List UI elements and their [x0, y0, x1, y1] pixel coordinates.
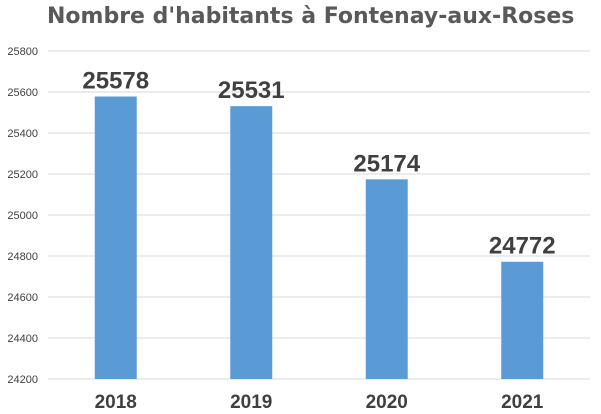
data-label-2019: 25531 [218, 77, 285, 104]
x-tick-label-2021: 2021 [501, 392, 544, 413]
bar-2020 [365, 179, 408, 379]
x-tick-label-2019: 2019 [230, 392, 272, 413]
x-tick-label-2020: 2020 [366, 392, 408, 413]
bar-2021 [501, 261, 544, 379]
y-tick-label: 24200 [7, 374, 38, 386]
y-tick-label: 25200 [7, 169, 38, 181]
y-tick-label: 24600 [7, 292, 38, 304]
x-axis-ticks: 2018 2019 2020 2021 [95, 392, 544, 413]
bar-2018 [94, 96, 137, 379]
data-label-2018: 25578 [82, 68, 149, 95]
y-tick-label: 25800 [7, 46, 38, 58]
y-tick-label: 25000 [7, 210, 38, 222]
bar-2019 [230, 106, 273, 380]
y-tick-label: 25600 [7, 87, 38, 99]
x-tick-label-2018: 2018 [95, 392, 137, 413]
data-label-2021: 24772 [489, 233, 556, 260]
y-tick-label: 25400 [7, 128, 38, 140]
gridlines [48, 50, 590, 380]
y-tick-label: 24400 [7, 333, 38, 345]
bars [94, 96, 544, 380]
data-labels: 25578 25531 25174 24772 [82, 68, 555, 260]
data-label-2020: 25174 [353, 150, 420, 177]
y-axis-ticks: 24200 24400 24600 24800 25000 25200 25400 25600… [7, 46, 38, 386]
y-tick-label: 24800 [7, 251, 38, 263]
chart-title: Nombre d'habitants à Fontenay-aux-Roses [47, 4, 575, 29]
